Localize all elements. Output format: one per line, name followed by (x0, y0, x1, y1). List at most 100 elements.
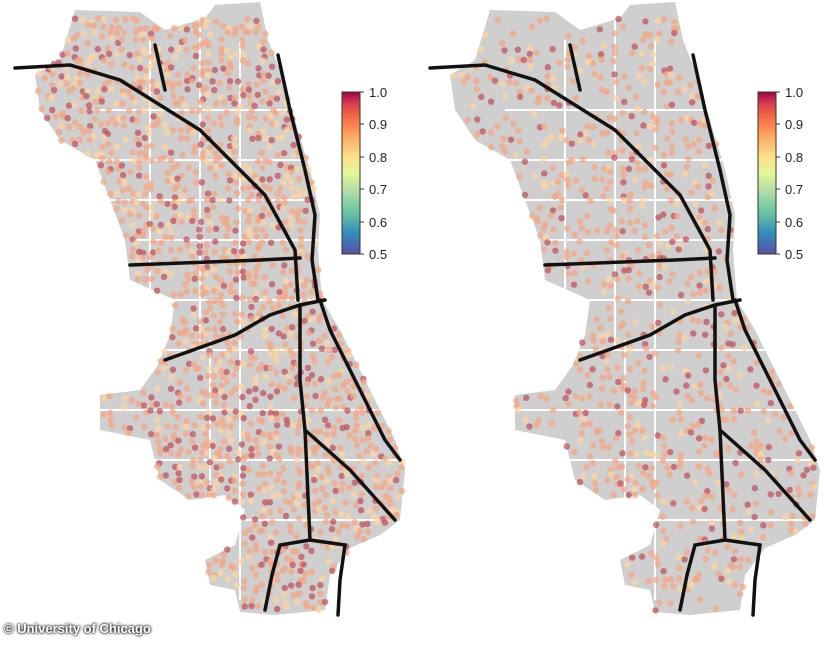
prediction-dot (206, 219, 213, 226)
prediction-dot (711, 205, 718, 212)
prediction-dot (477, 45, 484, 53)
prediction-dot (259, 176, 266, 183)
prediction-dot (576, 478, 584, 486)
prediction-dot (108, 35, 115, 43)
prediction-dot (604, 477, 611, 484)
prediction-dot (113, 29, 121, 37)
prediction-dot (494, 123, 501, 130)
prediction-dot (266, 159, 273, 166)
prediction-dot (363, 448, 370, 455)
prediction-dot (708, 436, 715, 443)
prediction-dot (178, 24, 186, 32)
prediction-dot (171, 194, 179, 201)
prediction-dot (252, 588, 260, 595)
prediction-dot (217, 277, 225, 284)
prediction-dot (599, 444, 607, 451)
prediction-dot (64, 37, 71, 44)
prediction-dot (262, 499, 269, 506)
prediction-dot (703, 318, 710, 326)
prediction-dot (395, 493, 402, 500)
prediction-dot (221, 99, 228, 106)
prediction-dot (491, 77, 499, 84)
prediction-dot (669, 416, 676, 423)
prediction-dot (474, 131, 481, 138)
prediction-dot (589, 459, 597, 467)
prediction-dot (615, 378, 622, 386)
prediction-dot (100, 15, 108, 23)
prediction-dot (767, 508, 775, 516)
prediction-dot (706, 470, 713, 477)
prediction-dot (736, 563, 744, 570)
prediction-dot (91, 29, 98, 36)
prediction-dot (211, 86, 218, 94)
prediction-dot (210, 204, 217, 211)
prediction-dot (310, 185, 317, 192)
prediction-dot (98, 98, 106, 105)
prediction-dot (520, 56, 527, 64)
prediction-dot (207, 351, 214, 359)
prediction-dot (205, 372, 212, 380)
prediction-dot (218, 50, 225, 57)
prediction-dot (311, 358, 318, 366)
prediction-dot (205, 42, 212, 49)
prediction-dot (115, 114, 123, 122)
prediction-dot (174, 413, 181, 421)
prediction-dot (499, 143, 506, 150)
prediction-dot (190, 148, 197, 156)
prediction-dot (281, 584, 288, 592)
prediction-dot (372, 483, 380, 490)
prediction-dot (234, 78, 242, 85)
prediction-dot (177, 246, 184, 254)
prediction-dot (757, 456, 764, 463)
prediction-dot (682, 236, 690, 243)
prediction-dot (667, 448, 674, 456)
prediction-dot (632, 93, 640, 101)
prediction-dot (508, 57, 515, 64)
prediction-dot (195, 43, 203, 50)
prediction-dot (238, 311, 245, 318)
prediction-dot (639, 427, 646, 435)
prediction-dot (736, 590, 744, 598)
prediction-dot (137, 64, 144, 72)
prediction-dot (161, 121, 169, 129)
right-rail-line (568, 43, 582, 92)
prediction-dot (576, 67, 584, 74)
prediction-dot (708, 525, 716, 532)
prediction-dot (132, 36, 139, 43)
prediction-dot (336, 417, 343, 424)
prediction-dot (165, 221, 172, 228)
prediction-dot (645, 577, 652, 585)
prediction-dot (673, 233, 680, 240)
prediction-dot (175, 340, 182, 347)
prediction-dot (351, 436, 359, 443)
prediction-dot (374, 409, 381, 416)
prediction-dot (126, 210, 134, 218)
prediction-dot (487, 73, 494, 81)
prediction-dot (687, 429, 695, 436)
prediction-dot (516, 173, 523, 180)
prediction-dot (676, 401, 684, 408)
prediction-dot (675, 409, 683, 416)
prediction-dot (239, 42, 246, 50)
prediction-dot (321, 332, 328, 340)
prediction-dot (654, 232, 661, 240)
prediction-dot (189, 217, 196, 225)
prediction-dot (224, 339, 231, 347)
prediction-dot (600, 281, 608, 288)
prediction-dot (211, 455, 218, 462)
prediction-dot (234, 359, 241, 367)
prediction-dot (331, 346, 338, 353)
prediction-dot (181, 186, 189, 193)
prediction-dot (753, 470, 760, 478)
prediction-dot (79, 16, 86, 24)
prediction-dot (205, 149, 212, 157)
prediction-dot (732, 459, 739, 467)
prediction-dot (121, 394, 129, 402)
prediction-dot (238, 248, 245, 255)
prediction-dot (223, 368, 230, 376)
prediction-dot (284, 373, 291, 381)
prediction-dot (318, 473, 325, 481)
prediction-dot (267, 351, 274, 358)
prediction-dot (653, 119, 660, 127)
prediction-dot (260, 507, 267, 514)
